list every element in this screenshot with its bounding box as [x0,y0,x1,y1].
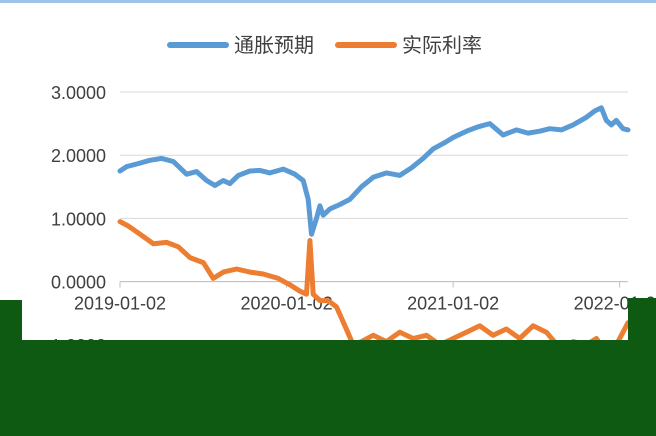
y-tick-label: 0.0000 [51,273,106,293]
overlay-left-strip [0,300,22,340]
legend-label-2: 实际利率 [402,33,482,57]
series-layer [117,105,631,354]
y-tick-label: 3.0000 [51,83,106,103]
x-tick-label: 2021-01-02 [407,294,499,314]
y-tick-label: 1.0000 [51,209,106,229]
overlay-right-strip [628,298,656,340]
series-line-1 [117,105,631,237]
x-tick-label: 2020-01-02 [241,294,333,314]
legend: 通胀预期 实际利率 [167,33,482,57]
dark-green-overlay [0,340,656,436]
y-tick-label: 2.0000 [51,146,106,166]
top-border-line [0,0,656,3]
series-line-2 [117,219,631,354]
x-tick-label: 2019-01-02 [74,294,166,314]
legend-label-1: 通胀预期 [234,33,314,57]
